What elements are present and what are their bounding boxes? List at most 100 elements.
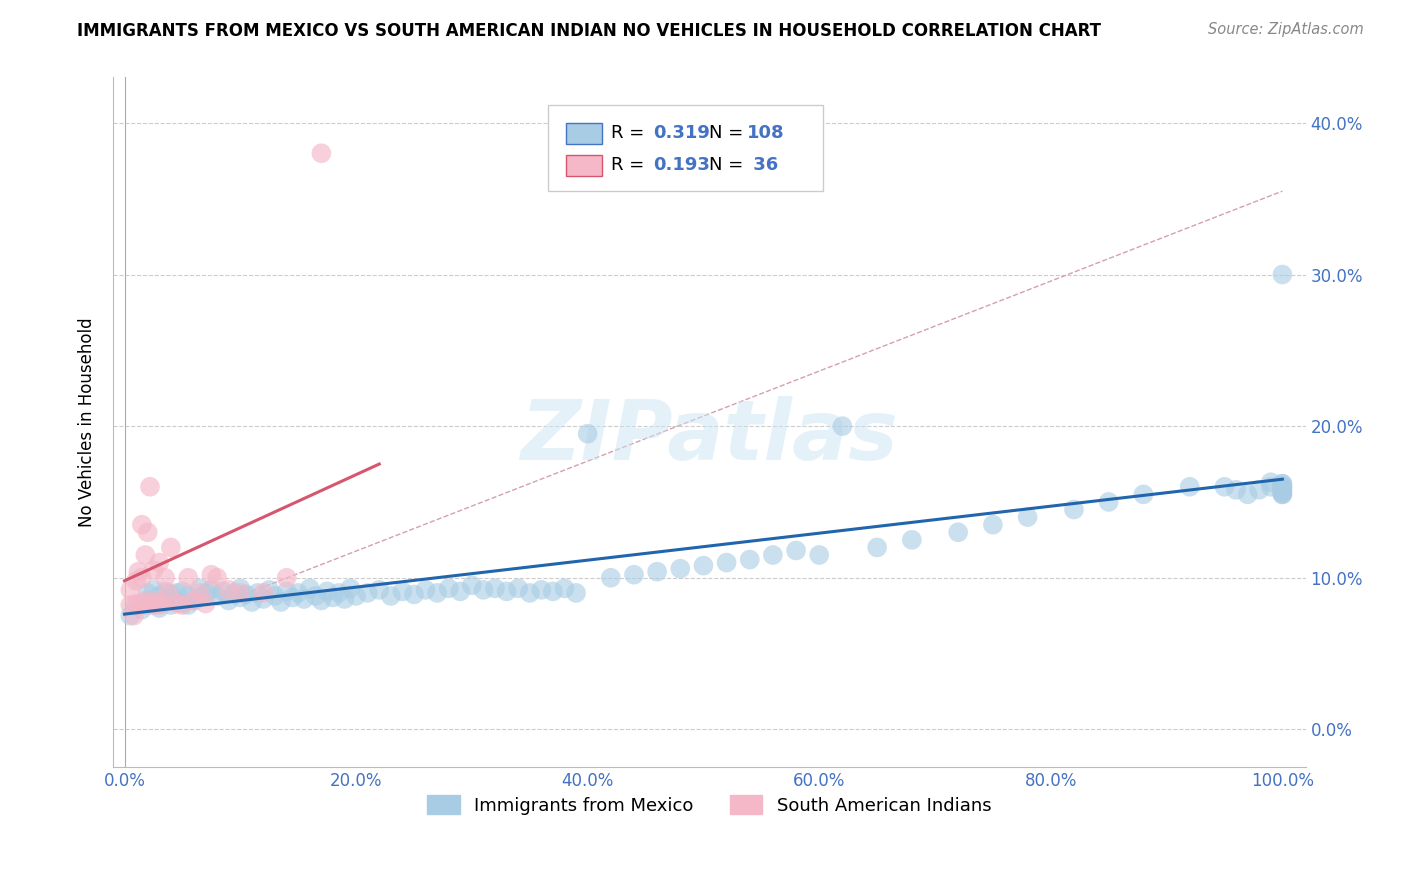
Point	[1271, 480, 1294, 494]
Point	[339, 582, 361, 596]
Point	[177, 589, 200, 603]
Point	[508, 582, 530, 596]
Point	[152, 597, 174, 611]
Point	[205, 571, 228, 585]
Text: N =: N =	[709, 124, 749, 142]
Point	[380, 589, 402, 603]
Point	[264, 589, 287, 603]
Point	[270, 595, 292, 609]
Point	[1178, 480, 1201, 494]
Point	[153, 584, 176, 599]
Point	[1249, 483, 1271, 497]
Point	[415, 582, 437, 597]
Point	[1271, 480, 1294, 494]
Point	[276, 571, 298, 585]
Point	[287, 586, 309, 600]
Text: Source: ZipAtlas.com: Source: ZipAtlas.com	[1208, 22, 1364, 37]
Point	[142, 597, 165, 611]
Point	[304, 589, 326, 603]
Point	[188, 591, 211, 605]
Point	[472, 582, 495, 597]
Point	[142, 598, 165, 612]
Point	[177, 571, 200, 585]
Point	[1271, 480, 1294, 494]
Text: 108: 108	[748, 124, 785, 142]
Text: ZIPatlas: ZIPatlas	[520, 396, 898, 476]
Point	[461, 578, 484, 592]
Text: 0.319: 0.319	[654, 124, 710, 142]
Point	[142, 563, 165, 577]
Point	[136, 525, 159, 540]
Point	[125, 597, 148, 611]
Point	[131, 571, 153, 585]
Point	[328, 586, 350, 600]
Point	[333, 591, 356, 606]
Point	[316, 584, 339, 599]
Point	[235, 587, 257, 601]
FancyBboxPatch shape	[567, 155, 602, 176]
Point	[276, 584, 298, 599]
Point	[356, 586, 378, 600]
Point	[669, 562, 692, 576]
Point	[738, 552, 761, 566]
Point	[901, 533, 924, 547]
Point	[160, 598, 183, 612]
Point	[1098, 495, 1121, 509]
Point	[136, 593, 159, 607]
Point	[1271, 268, 1294, 282]
Point	[200, 582, 222, 597]
Point	[322, 591, 344, 605]
Point	[1225, 483, 1247, 497]
Point	[157, 586, 180, 600]
Point	[148, 598, 170, 612]
Point	[194, 586, 217, 600]
Point	[1260, 480, 1282, 494]
Point	[200, 567, 222, 582]
Point	[599, 571, 621, 585]
Point	[188, 582, 211, 596]
Point	[368, 582, 391, 597]
Point	[1132, 487, 1154, 501]
Point	[716, 556, 738, 570]
Point	[246, 586, 269, 600]
Point	[576, 426, 599, 441]
Point	[257, 582, 280, 597]
Point	[139, 480, 162, 494]
Point	[212, 584, 235, 599]
Point	[194, 597, 217, 611]
Point	[1271, 483, 1294, 497]
Point	[1271, 487, 1294, 501]
Text: 36: 36	[748, 156, 779, 174]
Point	[530, 582, 553, 597]
Point	[785, 543, 807, 558]
Point	[1017, 510, 1039, 524]
Point	[240, 595, 263, 609]
Point	[281, 591, 304, 605]
Point	[166, 595, 188, 609]
Point	[136, 586, 159, 600]
Point	[1260, 475, 1282, 490]
Point	[229, 586, 252, 600]
Point	[252, 591, 274, 606]
FancyBboxPatch shape	[548, 105, 823, 191]
Point	[553, 582, 575, 596]
Point	[1271, 486, 1294, 500]
Point	[120, 598, 142, 612]
Point	[437, 582, 460, 596]
Point	[645, 565, 668, 579]
Point	[866, 541, 889, 555]
Point	[177, 598, 200, 612]
Point	[831, 419, 853, 434]
Point	[426, 586, 449, 600]
Point	[153, 571, 176, 585]
Point	[808, 548, 831, 562]
Point	[218, 593, 240, 607]
Point	[484, 582, 506, 596]
Point	[146, 593, 169, 607]
Point	[148, 556, 170, 570]
Text: N =: N =	[709, 156, 749, 174]
Point	[183, 593, 205, 607]
Point	[172, 597, 194, 611]
Point	[229, 582, 252, 596]
Point	[148, 589, 170, 603]
